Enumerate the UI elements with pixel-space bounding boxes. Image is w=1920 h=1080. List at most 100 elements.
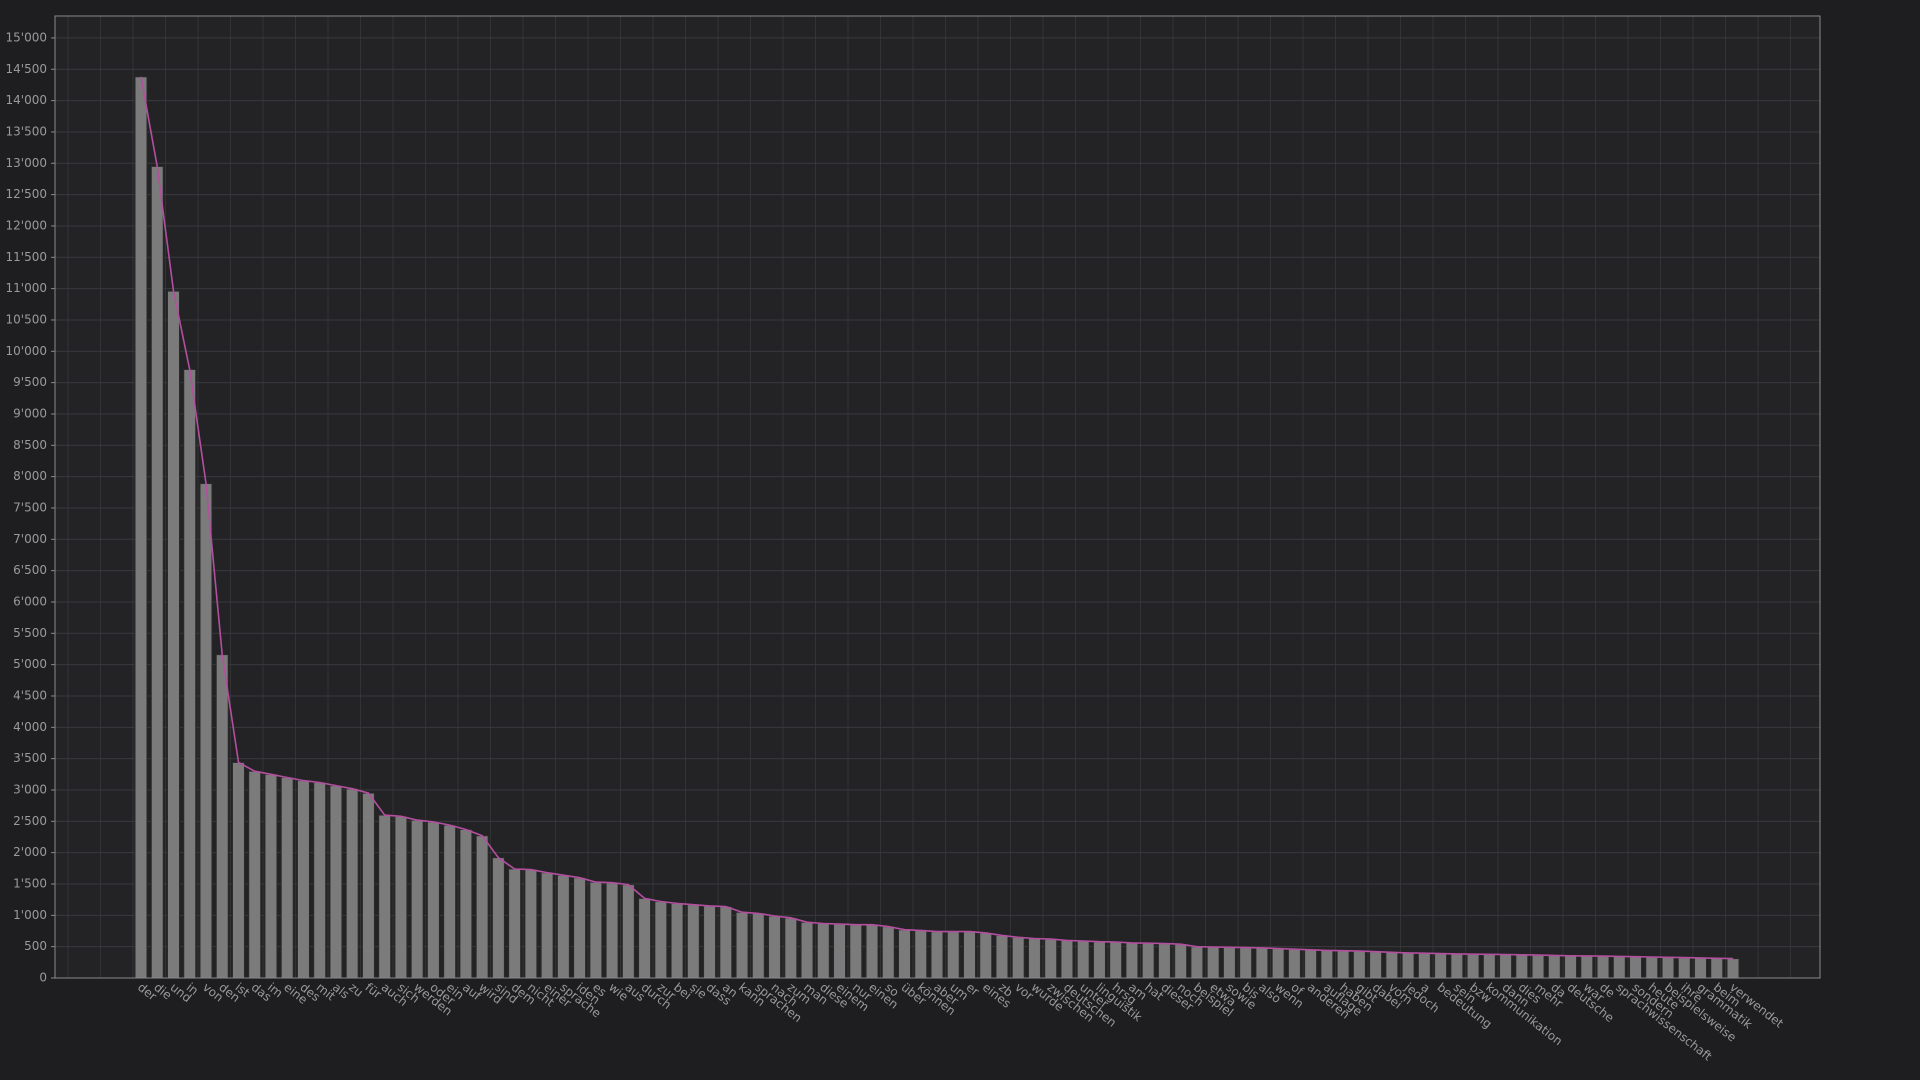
bar [1222,946,1236,979]
bar [621,884,635,979]
bar [361,792,375,979]
bar [1060,939,1074,979]
bar [1125,942,1139,979]
bar [1580,955,1594,979]
bar [1352,950,1366,979]
y-tick-label: 14'000 [6,93,47,107]
bar [638,897,652,979]
bar [134,76,148,979]
bar [784,917,798,979]
bar [1157,943,1171,979]
bar [459,828,473,979]
bar [1287,948,1301,979]
bar [508,868,522,979]
y-tick-label: 2'500 [13,814,47,828]
bar [946,931,960,979]
y-tick-label: 9'500 [13,375,47,389]
bar [491,857,505,979]
bar [540,872,554,979]
bar [768,915,782,979]
y-tick-label: 15'000 [6,30,47,44]
y-tick-label: 1'500 [13,876,47,890]
bar [1482,953,1496,979]
x-tick-label: zb [996,980,1016,1000]
x-tick-label: es [590,980,609,999]
x-tick-label: zu [346,980,366,1000]
bar [654,901,668,979]
bar [719,906,733,979]
bar [524,869,538,979]
bar [881,926,895,979]
bar [345,788,359,979]
bar [703,905,717,979]
bar [329,785,343,979]
bar [280,776,294,979]
bar [394,815,408,979]
bar [296,780,310,979]
bar [150,165,164,979]
y-tick-label: 7'000 [13,532,47,546]
bar [605,882,619,979]
y-tick-label: 8'500 [13,438,47,452]
y-tick-label: 12'000 [6,218,47,232]
bar [1499,953,1513,979]
y-tick-label: 6'000 [13,594,47,608]
y-tick-label: 10'500 [6,312,47,326]
y-tick-label: 2'000 [13,845,47,859]
y-tick-label: 4'500 [13,688,47,702]
bar [1109,941,1123,979]
bar [833,923,847,979]
bar [1677,957,1691,979]
bar [995,934,1009,979]
bar [1174,943,1188,979]
bar [800,921,814,979]
y-tick-label: 11'000 [6,281,47,295]
bar [1417,952,1431,979]
y-tick-label: 5'500 [13,626,47,640]
y-tick-label: 500 [24,939,47,953]
bar [1694,957,1708,979]
bar [215,654,229,979]
bar [1190,946,1204,979]
y-tick-label: 12'500 [6,187,47,201]
bar [1255,947,1269,979]
bar [183,368,197,979]
y-tick-label: 5'000 [13,657,47,671]
bar [556,874,570,979]
bar [1710,957,1724,979]
bar [735,911,749,979]
x-tick-label: so [882,980,901,999]
y-tick-label: 3'500 [13,751,47,765]
bar [1141,942,1155,979]
bar [751,912,765,979]
bar [410,819,424,979]
plot-border [54,15,1821,979]
bar [1206,946,1220,979]
bar [1564,955,1578,979]
trend-line [140,76,1734,960]
bar [865,924,879,979]
bar [573,877,587,979]
y-tick-label: 10'000 [6,344,47,358]
y-tick-label: 13'000 [6,156,47,170]
bar [1629,956,1643,979]
bar [914,929,928,979]
y-tick-label: 9'000 [13,406,47,420]
bar [1661,956,1675,979]
bar [1726,958,1740,979]
y-tick-label: 7'500 [13,500,47,514]
bar [686,904,700,979]
y-tick-label: 11'500 [6,250,47,264]
y-tick-label: 13'500 [6,124,47,138]
bar [1320,949,1334,979]
y-tick-label: 1'000 [13,908,47,922]
y-tick-label: 6'500 [13,563,47,577]
y-tick-label: 8'000 [13,469,47,483]
bar [1531,954,1545,979]
y-tick-label: 3'000 [13,782,47,796]
bar [1466,953,1480,979]
bar [1450,953,1464,979]
bar [962,931,976,979]
bar [1596,955,1610,979]
